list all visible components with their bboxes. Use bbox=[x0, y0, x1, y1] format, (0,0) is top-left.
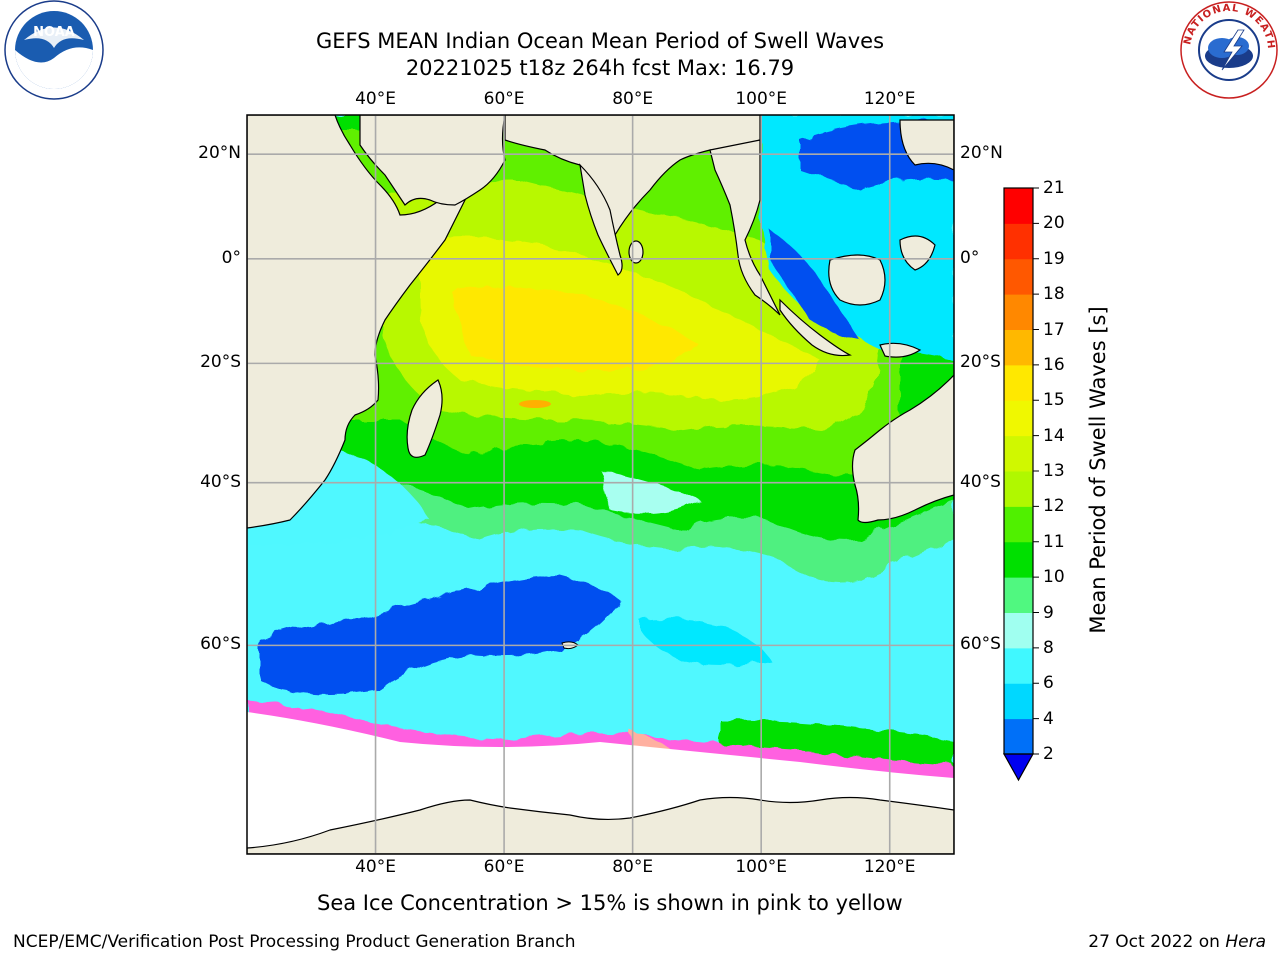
land-sumatra bbox=[779, 298, 852, 357]
lon-tick-label-bottom: 60°E bbox=[483, 857, 525, 877]
colorbar-tick-label: 6 bbox=[1043, 673, 1054, 694]
colorbar-segment bbox=[1004, 683, 1033, 720]
land-arabia bbox=[359, 115, 506, 206]
colorbar-segment bbox=[1004, 294, 1033, 330]
colorbar-tick-label: 8 bbox=[1043, 637, 1054, 658]
colorbar-segment bbox=[1004, 188, 1033, 224]
colorbar bbox=[1002, 187, 1039, 782]
colorbar-segment bbox=[1004, 435, 1033, 472]
land-africa bbox=[247, 115, 471, 529]
land-india bbox=[579, 163, 623, 276]
lat-tick-label-right: 20°S bbox=[960, 352, 1001, 373]
lat-tick-label-right: 60°S bbox=[960, 634, 1001, 655]
lon-tick-label-bottom: 40°E bbox=[355, 857, 396, 877]
colorbar-tick-label: 19 bbox=[1043, 248, 1065, 269]
land-borneo bbox=[828, 254, 886, 306]
lon-tick-label-top: 40°E bbox=[355, 89, 396, 109]
lon-tick-label-top: 120°E bbox=[863, 89, 916, 109]
footer-host: Hera bbox=[1225, 932, 1266, 952]
colorbar-tick-label: 12 bbox=[1043, 496, 1065, 517]
map-gridlines bbox=[247, 115, 954, 854]
colorbar-tick-label: 16 bbox=[1043, 354, 1065, 375]
nws-logo: NATIONAL WEATHER SERVICE bbox=[1178, 0, 1278, 99]
colorbar-tick-label: 9 bbox=[1043, 602, 1054, 623]
colorbar-tick-label: 2 bbox=[1043, 744, 1054, 764]
colorbar-segment bbox=[1004, 329, 1033, 366]
lat-tick-label-left: 40°S bbox=[200, 471, 241, 492]
colorbar-tick-label: 10 bbox=[1043, 567, 1065, 588]
lon-tick-label-bottom: 80°E bbox=[612, 857, 654, 877]
footer-date-text: 27 Oct 2022 on bbox=[1088, 932, 1226, 952]
colorbar-extend-arrow bbox=[1002, 753, 1035, 782]
lat-tick-label-left: 20°S bbox=[200, 352, 241, 373]
lat-tick-label-left: 20°N bbox=[198, 143, 241, 164]
sea-ice-note: Sea Ice Concentration > 15% is shown in … bbox=[317, 891, 903, 915]
colorbar-label: Mean Period of Swell Waves [s] bbox=[1086, 306, 1110, 634]
field-14-15 bbox=[450, 286, 700, 371]
field-15-16 bbox=[519, 400, 551, 408]
chart-title-line2: 20221025 t18z 264h fcst Max: 16.79 bbox=[405, 56, 795, 80]
noaa-logo: NOAA bbox=[4, 0, 104, 100]
lon-tick-label-bottom: 100°E bbox=[735, 857, 788, 877]
colorbar-segment bbox=[1004, 506, 1033, 543]
lat-tick-label-left: 60°S bbox=[200, 634, 241, 655]
map-frame bbox=[246, 114, 955, 855]
colorbar-segment bbox=[1004, 577, 1033, 613]
lat-tick-label-right: 40°S bbox=[960, 471, 1001, 492]
noaa-logo-text: NOAA bbox=[33, 25, 75, 40]
land-indochina bbox=[709, 139, 781, 316]
colorbar-tick-label: 17 bbox=[1043, 319, 1065, 340]
field-2-4 bbox=[260, 575, 620, 695]
colorbar-segment bbox=[1004, 718, 1033, 755]
colorbar-segment bbox=[1004, 471, 1033, 507]
land-australia bbox=[851, 374, 954, 524]
footer-date: 27 Oct 2022 on Hera bbox=[1088, 932, 1266, 952]
colorbar-tick-label: 4 bbox=[1043, 708, 1054, 729]
chart-title-line1: GEFS MEAN Indian Ocean Mean Period of Sw… bbox=[315, 29, 885, 53]
lat-tick-label-right: 0° bbox=[960, 247, 980, 268]
lon-tick-label-top: 100°E bbox=[735, 89, 788, 109]
colorbar-tick-label: 15 bbox=[1043, 390, 1065, 411]
lat-tick-label-left: 0° bbox=[221, 247, 241, 268]
colorbar-tick-label: 14 bbox=[1043, 425, 1065, 446]
colorbar-tick-label: 18 bbox=[1043, 284, 1065, 305]
colorbar-segment bbox=[1004, 400, 1033, 437]
colorbar-segment bbox=[1004, 223, 1033, 260]
land-sri-lanka bbox=[628, 240, 644, 264]
colorbar-segment bbox=[1004, 364, 1033, 401]
colorbar-tick-label: 13 bbox=[1043, 461, 1065, 481]
colorbar-tick-label: 11 bbox=[1043, 531, 1065, 552]
colorbar-segment bbox=[1004, 647, 1033, 684]
colorbar-tick-label: 20 bbox=[1043, 213, 1065, 234]
land-madagascar bbox=[406, 379, 443, 458]
colorbar-segment bbox=[1004, 258, 1033, 295]
land-antarctica bbox=[247, 796, 954, 854]
footer-branch: NCEP/EMC/Verification Post Processing Pr… bbox=[13, 932, 576, 952]
colorbar-segment bbox=[1004, 541, 1033, 578]
lon-tick-label-bottom: 120°E bbox=[863, 857, 916, 877]
colorbar-tick-label: 21 bbox=[1043, 178, 1065, 198]
lat-tick-label-right: 20°N bbox=[960, 143, 1003, 164]
colorbar-segment bbox=[1004, 612, 1033, 649]
lon-tick-label-top: 60°E bbox=[483, 89, 525, 109]
lon-tick-label-top: 80°E bbox=[612, 89, 654, 109]
